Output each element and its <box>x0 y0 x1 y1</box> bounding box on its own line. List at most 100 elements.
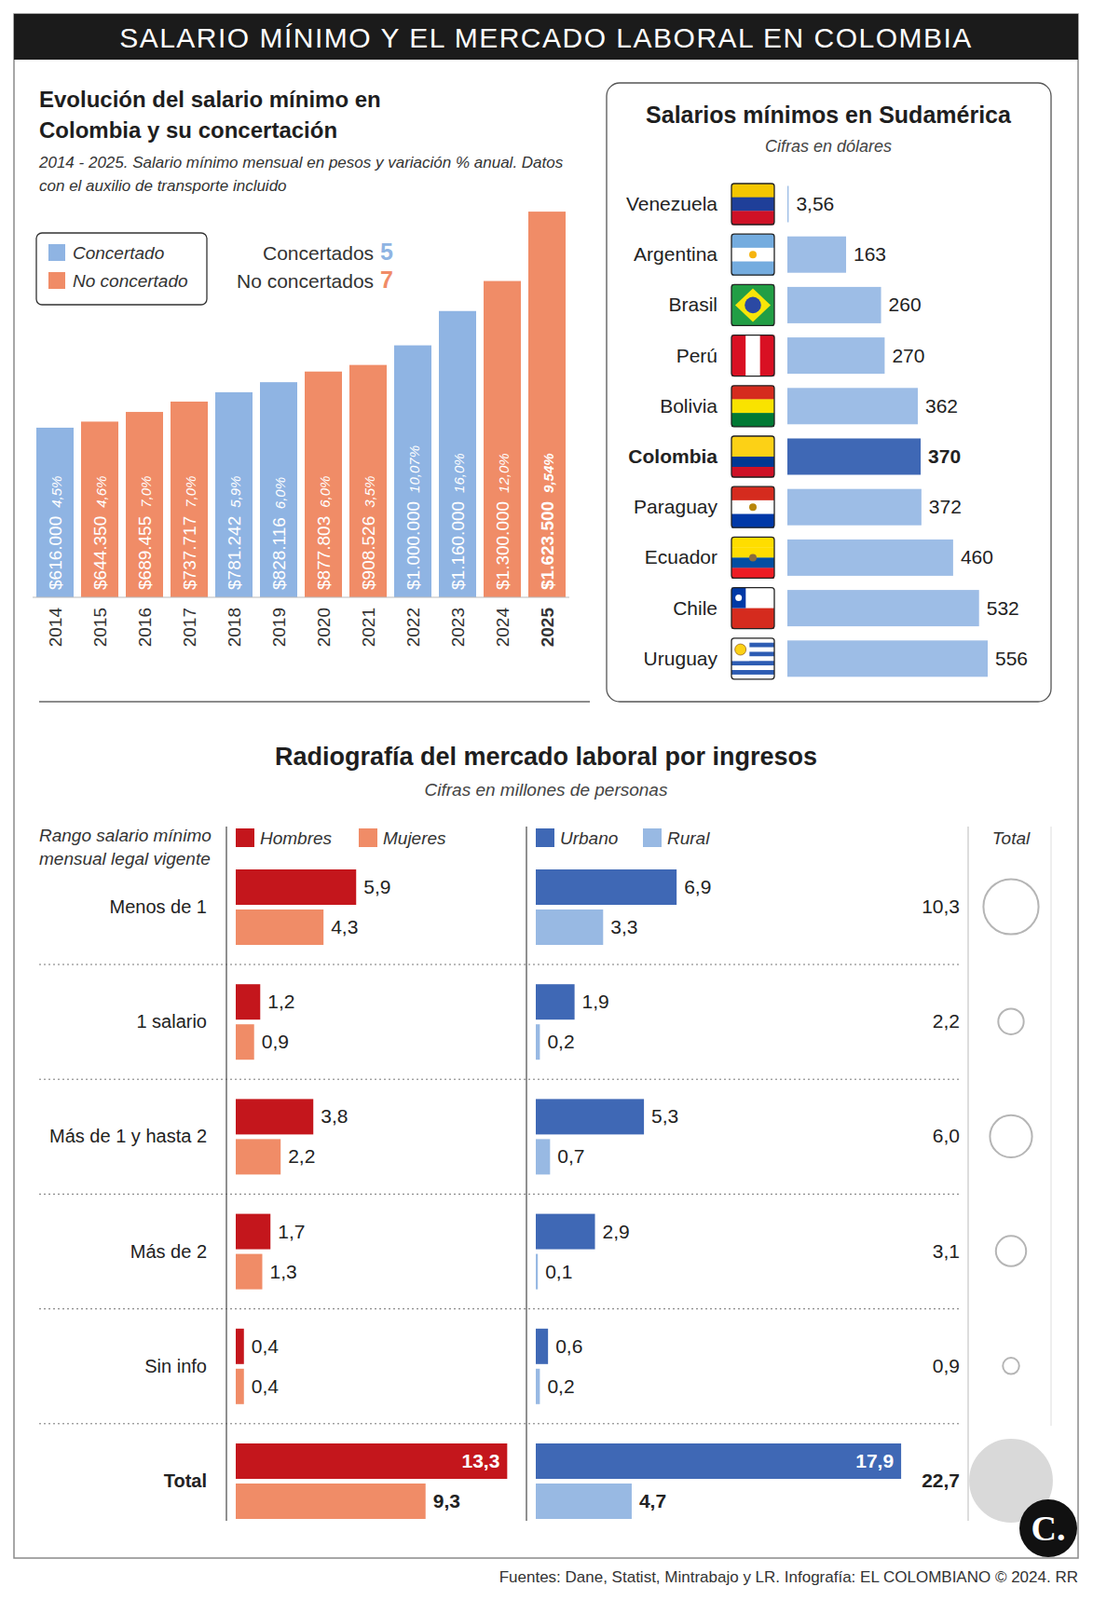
total-label: 10,3 <box>921 895 960 917</box>
data-label: 163 <box>853 243 887 265</box>
flag <box>731 183 775 225</box>
y-tick-label: Más de 1 y hasta 2 <box>49 1125 207 1147</box>
legend-label: Rural <box>667 828 711 848</box>
bar-label: $877.8036,0% <box>314 476 334 590</box>
bar <box>787 337 885 374</box>
flag-diamond <box>735 287 771 322</box>
value-label: $828.116 <box>269 517 289 590</box>
bar-label-group: $1.300.00012,0% <box>492 452 513 590</box>
flag-stripe <box>731 385 775 400</box>
flag-stripe <box>731 456 775 467</box>
flag-border <box>731 335 775 377</box>
divider <box>1051 826 1053 1426</box>
total-bubble <box>997 1009 1024 1035</box>
bar <box>787 186 789 223</box>
bar-label-group: $781.2425,9% <box>224 476 245 590</box>
bar <box>235 1368 245 1405</box>
data-label: 362 <box>925 395 958 417</box>
bar <box>787 387 918 424</box>
flag-stripe <box>731 261 775 276</box>
data-label: 1,9 <box>582 990 610 1012</box>
bar <box>535 1098 644 1134</box>
flag <box>731 536 775 578</box>
flag-stripe <box>731 665 775 670</box>
legend-swatch <box>235 828 255 848</box>
chart-subtitle: 2014 - 2025. Salario mínimo mensual en p… <box>39 150 580 198</box>
flag-stripe <box>731 500 775 515</box>
bar-label-group: $1.000.00010,07% <box>403 445 424 590</box>
data-label: 3,56 <box>795 192 834 215</box>
legend-swatch <box>535 828 555 848</box>
bar <box>787 438 921 476</box>
x-tick-group: 2021 <box>358 607 379 647</box>
x-tick-label: 2018 <box>224 607 245 647</box>
divider <box>968 826 970 1521</box>
data-label: 17,9 <box>855 1449 894 1472</box>
source: Fuentes: Dane, Statist, Mintrabajo y LR.… <box>499 1568 1079 1586</box>
bar <box>787 539 954 576</box>
bar-label-group: $689.4557,0% <box>135 476 155 590</box>
count-value: 5 <box>380 238 394 265</box>
flag-stripe <box>731 335 747 377</box>
value-label: $737.717 <box>179 516 200 590</box>
flag-stripe <box>731 412 775 427</box>
bar <box>535 1214 596 1250</box>
x-tick-group: 2024 <box>492 607 513 648</box>
bar-label: $1.000.00010,07% <box>403 445 424 590</box>
y-tick-label: Brasil <box>668 293 718 315</box>
x-tick-group: 2019 <box>269 607 289 647</box>
flag-border <box>731 587 775 629</box>
flag-stripe <box>731 210 775 225</box>
bar-label: $644.3504,6% <box>90 476 110 590</box>
total-label: 2,2 <box>932 1010 960 1032</box>
x-tick-label: 2020 <box>314 607 334 647</box>
total-label: 3,1 <box>932 1240 960 1262</box>
flag-stripe <box>731 608 775 629</box>
value-label: $781.242 <box>224 516 245 590</box>
bar <box>235 1483 426 1519</box>
count-text: No concertados7 <box>236 266 394 293</box>
bar <box>235 1254 262 1290</box>
x-tick-group: 2014 <box>45 607 66 648</box>
flag-border <box>731 486 775 528</box>
bar <box>787 236 847 274</box>
data-label: 1,7 <box>277 1220 305 1243</box>
axis-line <box>32 597 570 599</box>
total-label: 22,7 <box>921 1469 960 1491</box>
page: SALARIO MÍNIMO Y EL MERCADO LABORAL EN C… <box>0 0 1093 1600</box>
divider <box>225 826 227 1521</box>
flag-stripe <box>731 446 775 457</box>
data-label: 3,8 <box>320 1105 348 1127</box>
variation-label: 6,0% <box>272 477 288 509</box>
flag-stripe <box>731 587 775 609</box>
bar <box>394 345 432 598</box>
data-label: 0,7 <box>557 1145 585 1167</box>
divider <box>525 826 527 1521</box>
canvas: SALARIO MÍNIMO Y EL MERCADO LABORAL EN C… <box>0 0 1093 1600</box>
row-separator <box>39 1193 960 1195</box>
bar <box>81 421 119 598</box>
bar-label-group: $877.8036,0% <box>314 476 334 590</box>
data-label: 370 <box>928 445 961 467</box>
category-header: Rango salario mínimo mensual legal vigen… <box>39 823 240 871</box>
x-tick-label: 2023 <box>448 607 468 647</box>
bar <box>535 1443 902 1479</box>
y-tick-label: Sin info <box>144 1355 207 1377</box>
y-tick-label: Más de 2 <box>130 1241 207 1262</box>
y-tick-label: Perú <box>676 344 718 367</box>
flag-border <box>731 638 775 680</box>
row-separator <box>39 964 960 966</box>
legend-box <box>36 232 207 305</box>
bar-label-group: $1.623.5009,54% <box>537 452 558 590</box>
data-label: 0,2 <box>546 1375 574 1397</box>
bars <box>36 211 566 598</box>
data-label: 13,3 <box>461 1449 500 1472</box>
bar <box>438 311 477 598</box>
legend-label: Mujeres <box>382 828 447 848</box>
bar <box>535 1254 538 1290</box>
chart-subtitle: Cifras en millones de personas <box>424 779 669 800</box>
frame <box>13 13 1079 1558</box>
x-tick-group: 2023 <box>448 607 468 647</box>
data-label: 2,9 <box>602 1220 630 1243</box>
legend-label: Hombres <box>259 828 333 848</box>
